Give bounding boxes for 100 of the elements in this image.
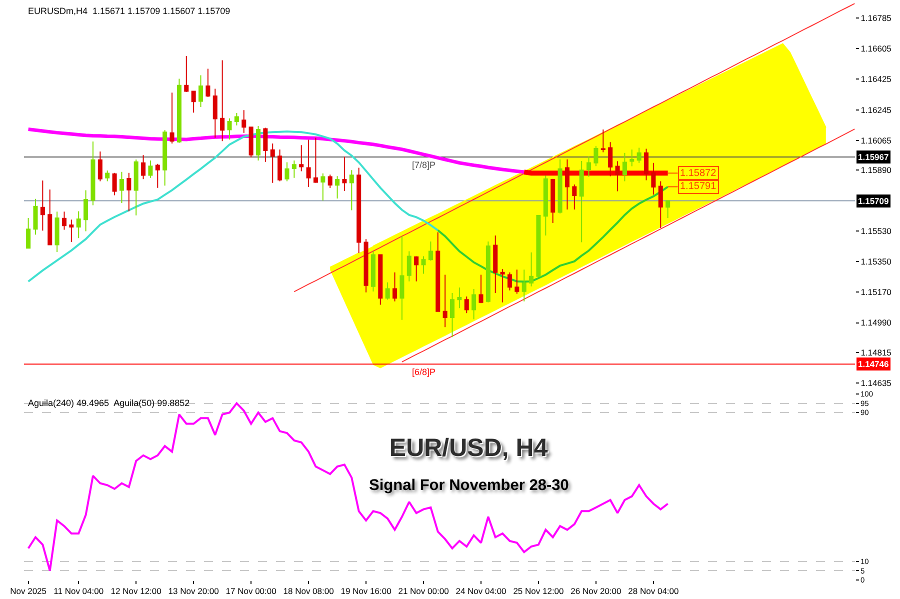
candlestick [270, 143, 275, 184]
candlestick [26, 218, 31, 249]
candlestick [500, 268, 505, 303]
candlestick [134, 158, 138, 216]
candlestick [242, 110, 246, 134]
candlestick [48, 189, 52, 246]
candlestick [600, 128, 606, 153]
candlestick [176, 78, 182, 144]
x-tick-label: 24 Nov 04:00 [456, 586, 507, 596]
line-series [27, 130, 439, 283]
x-tick-label: 17 Nov 00:00 [226, 586, 277, 596]
candlestick [636, 147, 642, 164]
candlestick [608, 142, 613, 177]
candlestick [263, 127, 268, 162]
candlestick [550, 178, 556, 224]
candlestick [385, 282, 390, 300]
candlestick [69, 219, 74, 242]
candlestick [615, 160, 620, 192]
candlestick [155, 163, 160, 188]
candlestick [522, 269, 526, 302]
candlestick [227, 118, 232, 140]
candlestick [370, 250, 376, 292]
candlestick [543, 174, 548, 236]
candlestick [658, 180, 663, 229]
annotation: [6/8]P [412, 367, 436, 377]
candlestick [378, 254, 383, 306]
candlestick [299, 144, 304, 172]
ref-line-label: 1.14746 [858, 359, 889, 369]
x-tick-label: 28 Nov 04:00 [628, 586, 679, 596]
candlestick [630, 148, 634, 167]
line-series [26, 128, 526, 174]
candlestick [234, 112, 239, 126]
candlestick [364, 238, 368, 293]
candlestick [119, 171, 124, 204]
candlestick [292, 160, 296, 178]
x-tick-label: 11 Nov 04:00 [54, 586, 104, 596]
candlestick [335, 176, 340, 200]
candlestick [666, 200, 670, 219]
candlestick [349, 170, 354, 211]
candlestick [98, 151, 102, 182]
candlestick [586, 156, 592, 178]
candlestick [212, 88, 218, 138]
candlestick [442, 274, 448, 328]
candlestick [112, 172, 117, 196]
candlestick [421, 256, 426, 274]
text: EUR/USD, H4 [389, 434, 548, 462]
candlestick [536, 215, 541, 278]
candlestick [428, 240, 433, 262]
candlestick [328, 174, 332, 188]
candlestick [392, 272, 398, 302]
candlestick [320, 172, 326, 202]
x-tick-label: 25 Nov 12:00 [513, 586, 564, 596]
line-series [294, 3, 855, 292]
candlestick [514, 269, 520, 294]
candlestick [342, 156, 347, 192]
candlestick [33, 198, 38, 236]
y-tick-label: 1.16785 [860, 13, 892, 24]
x-tick-label: 12 Nov 12:00 [110, 586, 162, 596]
annotation: 1.15872 [680, 168, 717, 179]
y-tick-label: 1.16245 [860, 104, 892, 115]
candlestick [248, 126, 254, 158]
candlestick [464, 296, 469, 314]
candlestick [478, 274, 484, 304]
candlestick [414, 256, 419, 282]
line-series [436, 186, 669, 283]
x-tick-label: 19 Nov 16:00 [340, 586, 392, 596]
candlestick [84, 190, 88, 232]
ref-line-label: 1.15967 [858, 152, 889, 162]
annotation: EURUSDm,H4 1.15671 1.15709 1.15607 1.15709 [28, 6, 230, 16]
candlestick [558, 158, 562, 214]
y-tick-label: 1.16425 [860, 74, 892, 84]
candlestick [356, 167, 362, 254]
text: Signal For November 28-30 [369, 477, 569, 494]
x-tick-label: 21 Nov 00:00 [398, 586, 450, 596]
candlestick [256, 126, 261, 162]
candlestick [644, 148, 649, 181]
candlestick [90, 141, 96, 206]
candlestick [400, 236, 404, 320]
y-tick-label: 1.14815 [860, 347, 892, 358]
candlestick [579, 160, 584, 243]
ref-line-label: 1.15709 [858, 196, 889, 206]
candlestick [472, 288, 476, 320]
candlestick [564, 158, 570, 210]
candlestick [141, 154, 146, 180]
annotation: [7/8]P [412, 160, 436, 170]
annotation: 1.15791 [680, 181, 717, 192]
candlestick [450, 292, 455, 338]
y-tick-label: 1.14990 [860, 318, 892, 328]
candlestick [436, 232, 440, 312]
candlestick [594, 146, 598, 167]
candlestick [198, 74, 204, 108]
candlestick [572, 184, 577, 210]
candlestick [184, 55, 189, 92]
candlestick [170, 92, 174, 144]
y-tick-label: 1.15890 [860, 164, 892, 175]
candlestick [284, 162, 290, 182]
y-tick-label: 1.15530 [860, 226, 892, 236]
candlestick [54, 211, 60, 252]
y-tick-label: 1.15350 [860, 256, 892, 267]
candlestick [622, 152, 627, 182]
